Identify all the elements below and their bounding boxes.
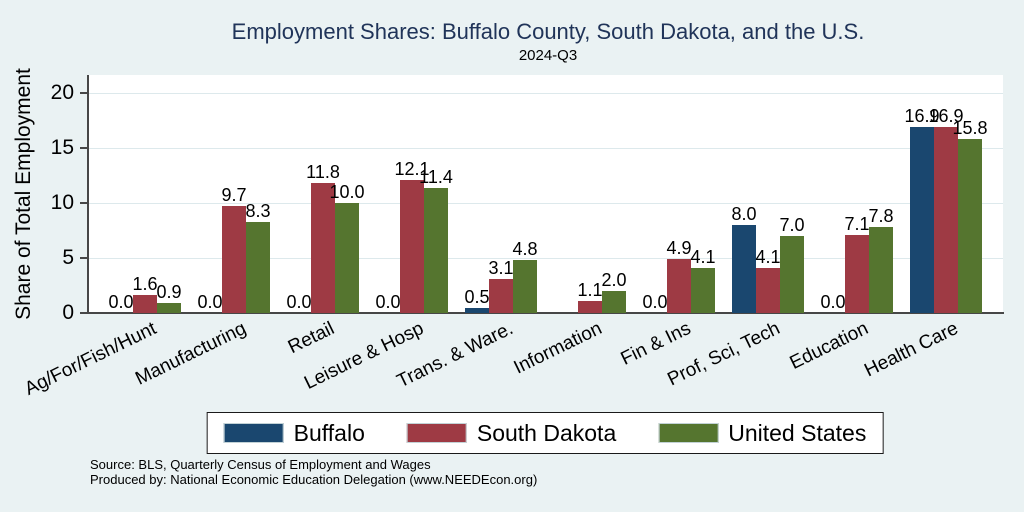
- legend-item: Buffalo: [223, 420, 365, 446]
- y-tick-label: 5: [62, 246, 74, 269]
- bar: [869, 227, 893, 313]
- chart-title: Employment Shares: Buffalo County, South…: [231, 19, 865, 44]
- bar: [732, 225, 756, 313]
- bar: [513, 260, 537, 313]
- bar: [222, 206, 246, 313]
- bar: [133, 295, 157, 313]
- bar: [691, 267, 715, 313]
- bar: [465, 307, 489, 313]
- bar-value-label: 7.1: [844, 213, 870, 234]
- y-tick-mark: [80, 202, 87, 204]
- legend-swatch: [406, 423, 467, 443]
- legend-label: United States: [728, 420, 867, 446]
- bar: [311, 183, 335, 313]
- bar-value-label: 16.9: [928, 106, 964, 127]
- bar: [578, 300, 602, 313]
- bar-value-label: 0.5: [464, 286, 490, 307]
- bar-value-label: 4.1: [690, 246, 716, 267]
- bar: [424, 187, 448, 313]
- bar: [667, 259, 691, 313]
- x-tick-label: Retail: [285, 318, 339, 359]
- y-gridline: [89, 147, 1003, 149]
- produced-by-note: Produced by: National Economic Education…: [90, 472, 538, 487]
- legend-label: South Dakota: [476, 420, 617, 446]
- source-note: Source: BLS, Quarterly Census of Employm…: [90, 457, 431, 472]
- chart-subtitle: 2024-Q3: [518, 47, 578, 64]
- bar: [958, 139, 982, 313]
- bar-value-label: 11.4: [419, 166, 453, 187]
- y-tick-mark: [80, 147, 87, 149]
- y-tick-label: 20: [50, 81, 74, 104]
- bar-value-label: 12.1: [394, 158, 430, 179]
- bar-value-label: 8.3: [245, 200, 271, 221]
- legend-swatch: [658, 423, 719, 443]
- legend-swatch: [223, 423, 284, 443]
- bar: [157, 303, 181, 313]
- bar-value-label: 7.0: [779, 215, 805, 235]
- bar: [400, 179, 424, 313]
- bar-value-label: 1.1: [577, 279, 603, 300]
- x-tick-label: Information: [510, 318, 606, 379]
- y-tick-label: 15: [50, 136, 74, 159]
- x-tick-label: Health Care: [860, 318, 962, 382]
- bar-value-label: 4.1: [755, 246, 781, 267]
- bar-value-label: 0.0: [820, 292, 846, 312]
- bar-value-label: 4.9: [666, 238, 692, 259]
- x-tick-label: Education: [787, 318, 873, 374]
- y-gridline: [89, 92, 1003, 94]
- notes-block: Source: BLS, Quarterly Census of Employm…: [90, 457, 537, 487]
- legend-item: South Dakota: [406, 420, 617, 446]
- bar-value-label: 8.0: [731, 204, 757, 224]
- bar: [756, 267, 780, 313]
- bar-value-label: 4.8: [512, 239, 538, 260]
- y-tick-mark: [80, 257, 87, 259]
- bar-value-label: 0.0: [108, 292, 134, 312]
- bar: [335, 203, 359, 313]
- bar-value-label: 0.9: [156, 282, 182, 303]
- bar-value-label: 15.8: [952, 118, 988, 139]
- bar-value-label: 16.9: [904, 106, 940, 127]
- y-tick-label: 0: [62, 301, 74, 324]
- bar: [910, 127, 934, 313]
- y-tick-mark: [80, 92, 87, 94]
- x-axis-line: [87, 312, 1004, 314]
- bar: [780, 236, 804, 313]
- y-tick-label: 10: [50, 191, 74, 214]
- bar: [934, 127, 958, 313]
- bar: [602, 291, 626, 313]
- bar-value-label: 0.0: [642, 292, 668, 312]
- bar-value-label: 0.0: [286, 292, 312, 312]
- bar-value-label: 1.6: [132, 274, 158, 295]
- y-gridline: [89, 257, 1003, 259]
- legend-label: Buffalo: [293, 420, 365, 446]
- bar: [845, 234, 869, 313]
- y-tick-mark: [80, 312, 87, 314]
- bar-value-label: 9.7: [221, 185, 247, 206]
- bar: [246, 221, 270, 313]
- bar-value-label: 11.8: [306, 162, 340, 183]
- legend: Buffalo South Dakota United States: [206, 412, 884, 454]
- bar-value-label: 0.0: [197, 292, 223, 312]
- bar-value-label: 0.0: [375, 292, 401, 312]
- bar-value-label: 10.0: [329, 182, 365, 202]
- bar: [489, 278, 513, 313]
- legend-item: United States: [658, 421, 866, 445]
- y-gridline: [89, 202, 1003, 204]
- bar-value-label: 2.0: [601, 270, 627, 290]
- y-axis-line: [87, 75, 89, 314]
- bar-value-label: 7.8: [868, 206, 894, 227]
- bar-value-label: 3.1: [488, 257, 514, 278]
